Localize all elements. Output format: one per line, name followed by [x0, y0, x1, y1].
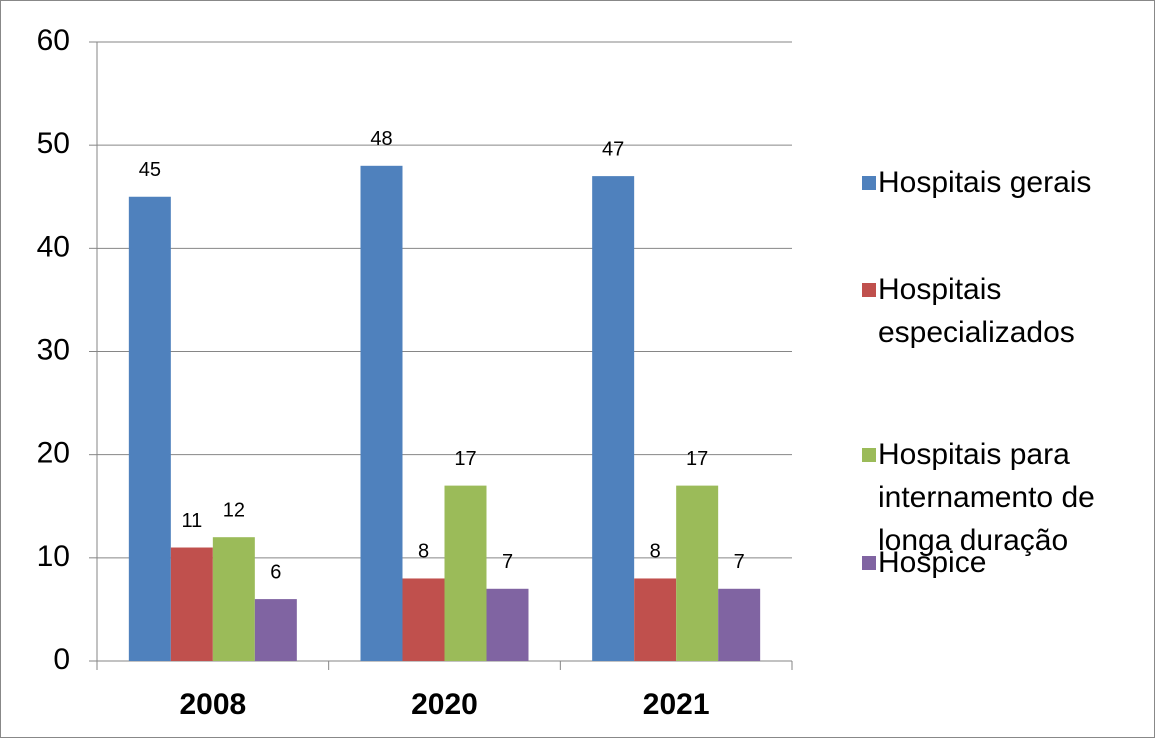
bar	[360, 165, 403, 662]
bar	[634, 578, 677, 661]
bar	[402, 578, 445, 661]
y-tick-label: 10	[37, 540, 70, 573]
legend-label: Hospitais para internamento de longa dur…	[878, 438, 1095, 557]
x-tick-label: 2020	[411, 688, 478, 721]
y-tick-label: 50	[37, 127, 70, 160]
data-label: 11	[181, 510, 202, 532]
bar	[212, 537, 255, 661]
data-label: 12	[223, 499, 245, 521]
data-label: 17	[454, 448, 476, 470]
data-label: 6	[270, 561, 281, 583]
bar	[486, 588, 529, 661]
bar	[254, 599, 297, 661]
bar	[592, 176, 635, 661]
x-tick-label: 2021	[643, 688, 710, 721]
legend-swatch	[862, 176, 876, 190]
y-tick-label: 40	[37, 230, 70, 263]
legend-item: Hospice	[862, 541, 1147, 584]
bar	[718, 588, 761, 661]
legend-swatch	[862, 283, 876, 297]
data-label: 48	[370, 128, 392, 150]
y-tick-label: 0	[53, 643, 70, 676]
y-tick-label: 20	[37, 437, 70, 470]
data-label: 7	[734, 551, 745, 573]
legend-swatch	[862, 448, 876, 462]
data-label: 8	[650, 541, 661, 563]
legend-label: Hospitais especializados	[878, 273, 1075, 349]
legend-swatch	[862, 556, 876, 570]
data-label: 7	[502, 551, 513, 573]
data-label: 8	[418, 541, 429, 563]
data-label: 17	[686, 448, 708, 470]
y-tick-label: 60	[37, 24, 70, 57]
bar	[128, 196, 171, 661]
bar	[676, 485, 719, 661]
data-label: 47	[602, 138, 624, 160]
legend-item: Hospitais especializados	[862, 268, 1147, 354]
y-tick-label: 30	[37, 333, 70, 366]
x-tick-label: 2008	[179, 688, 246, 721]
bar	[444, 485, 487, 661]
legend-label: Hospice	[878, 546, 987, 579]
legend-label: Hospitais gerais	[878, 166, 1092, 199]
legend-item: Hospitais para internamento de longa dur…	[862, 433, 1147, 562]
bar	[170, 547, 213, 661]
data-label: 45	[139, 159, 161, 181]
legend-item: Hospitais gerais	[862, 161, 1147, 204]
